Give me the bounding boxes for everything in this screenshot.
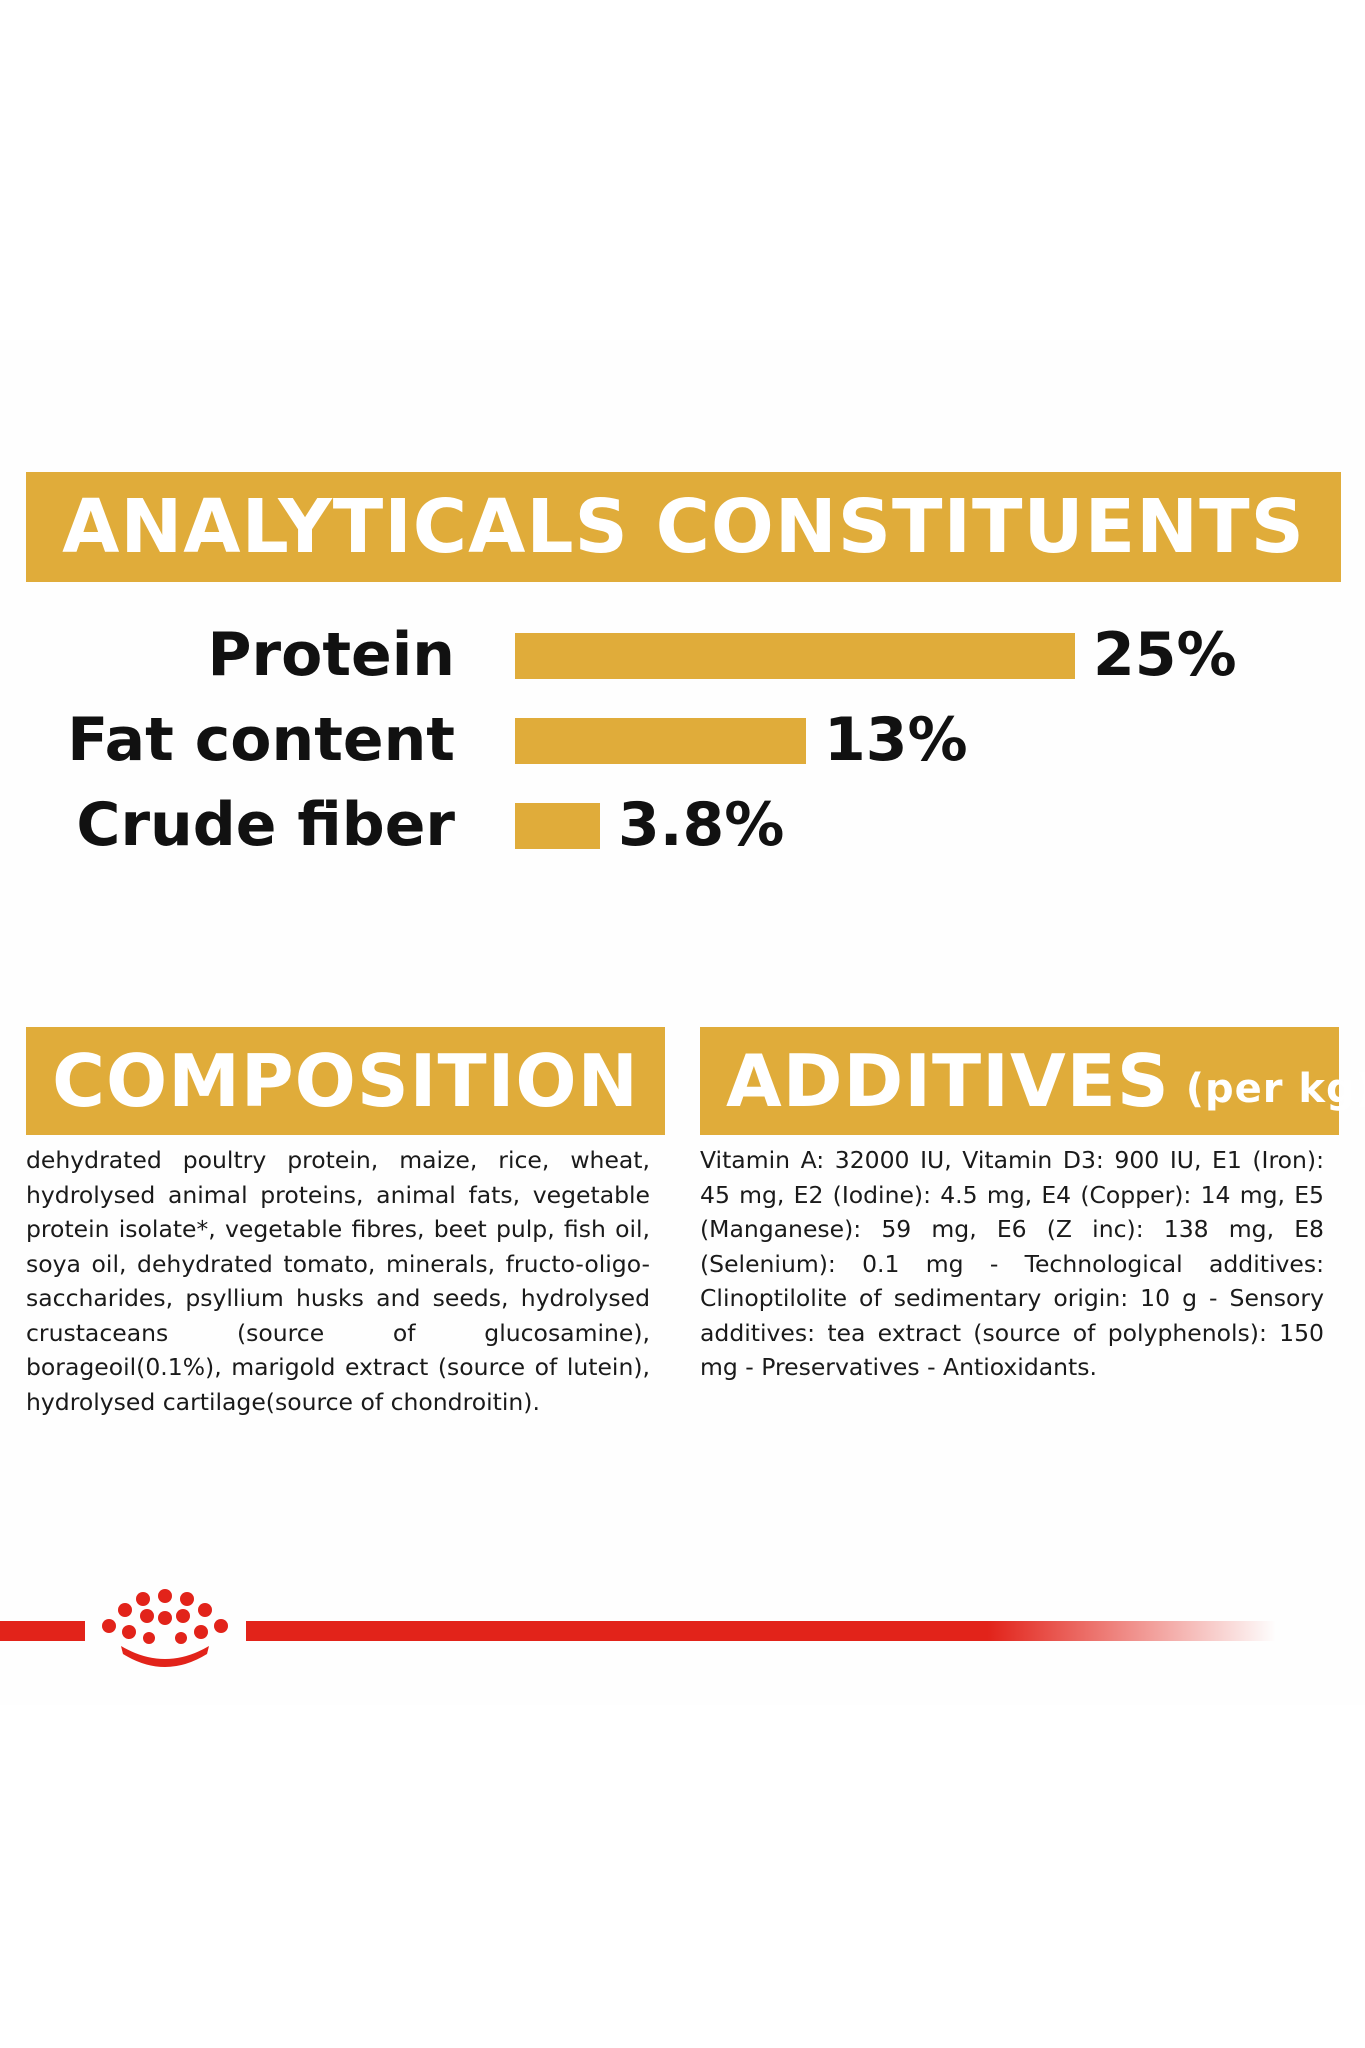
- constituent-label: Fat content: [67, 705, 455, 775]
- constituent-value: 3.8%: [618, 790, 785, 860]
- brand-divider-left: [0, 1621, 85, 1641]
- crown-icon: [102, 1589, 228, 1667]
- brand-divider-right: [246, 1621, 1276, 1641]
- constituent-bar: [515, 803, 600, 849]
- constituent-bar: [515, 633, 1075, 679]
- constituent-row: Protein 25%: [0, 615, 1365, 695]
- constituent-label: Protein: [207, 620, 455, 690]
- constituent-value: 25%: [1093, 620, 1237, 690]
- additives-header: ADDITIVES (per kg): [700, 1027, 1365, 1135]
- analytical-constituents-header: ANALYTICALS CONSTITUENTS: [26, 472, 1341, 582]
- additives-text: Vitamin A: 32000 IU, Vitamin D3: 900 IU,…: [700, 1146, 1324, 1381]
- composition-text: dehydrated poultry protein, maize, rice,…: [26, 1146, 650, 1416]
- additives-title: ADDITIVES: [726, 1039, 1170, 1123]
- constituent-row: Fat content 13%: [0, 700, 1365, 780]
- constituent-value: 13%: [824, 705, 968, 775]
- constituent-row: Crude fiber 3.8%: [0, 785, 1365, 865]
- additives-suffix: (per kg): [1185, 1066, 1365, 1112]
- constituent-label: Crude fiber: [76, 790, 455, 860]
- constituent-bar: [515, 718, 806, 764]
- analytical-title: ANALYTICALS CONSTITUENTS: [62, 484, 1305, 570]
- composition-title: COMPOSITION: [52, 1039, 639, 1123]
- composition-header: COMPOSITION: [26, 1027, 665, 1135]
